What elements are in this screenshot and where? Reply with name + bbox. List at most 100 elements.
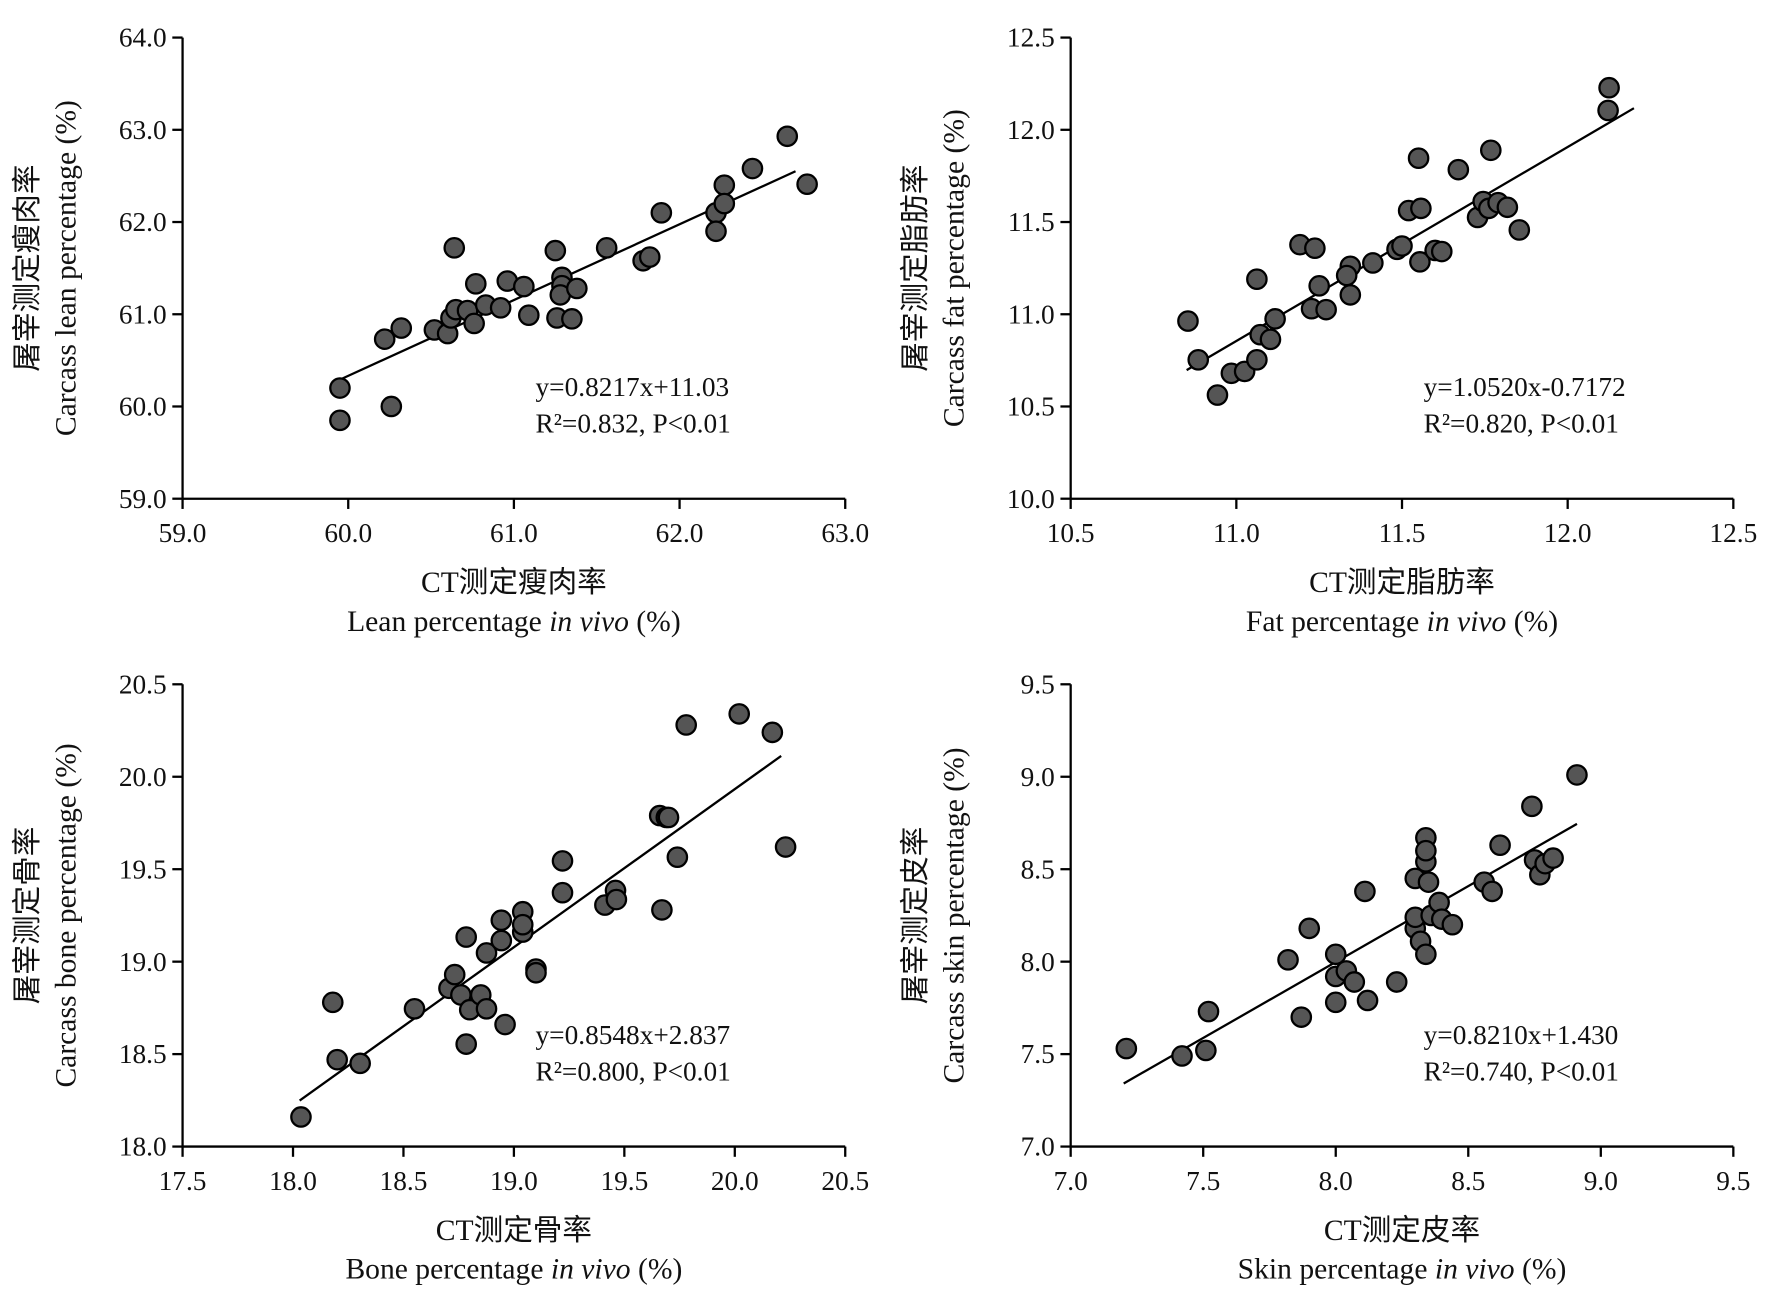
fit-line <box>1123 822 1578 1085</box>
x-axis-label: CT测定骨率 <box>436 1214 592 1247</box>
x-axis-label: Bone percentage in vivo (%) <box>345 1254 682 1286</box>
x-tick-label: 8.0 <box>1319 1166 1353 1196</box>
fit-line <box>298 755 782 1102</box>
annotation: y=0.8210x+1.430 <box>1424 1020 1619 1050</box>
point <box>1324 991 1347 1014</box>
point <box>713 192 736 215</box>
x-axis-label-part: Skin percentage <box>1238 1254 1435 1286</box>
x-axis-label-part: in vivo <box>1435 1254 1515 1286</box>
y-tick-label: 11.5 <box>1008 207 1055 237</box>
point <box>544 239 567 262</box>
point <box>403 997 426 1020</box>
y-tick-label: 64.0 <box>119 23 167 53</box>
x-axis-label-part: (%) <box>1515 1254 1567 1286</box>
x-tick-label: 18.0 <box>269 1166 317 1196</box>
x-tick-label: 7.0 <box>1054 1166 1088 1196</box>
y-tick-label: 8.0 <box>1021 947 1055 977</box>
x-tick-label: 63.0 <box>821 518 869 548</box>
x-axis-label-part: in vivo <box>549 606 629 638</box>
point <box>551 881 574 904</box>
point <box>605 888 628 911</box>
x-axis-label-part: (%) <box>1506 606 1558 638</box>
y-tick-label: 18.5 <box>119 1039 167 1069</box>
y-tick-label: 20.5 <box>119 669 167 699</box>
x-tick-label: 19.5 <box>600 1166 648 1196</box>
annotation: R²=0.820, P<0.01 <box>1424 409 1619 439</box>
y-axis-label: 屠宰测定皮率 <box>899 827 932 1005</box>
point <box>761 721 784 744</box>
x-tick-label: 11.5 <box>1379 518 1426 548</box>
x-tick-label: 61.0 <box>490 518 538 548</box>
point <box>1246 348 1268 371</box>
point <box>525 961 547 984</box>
point <box>1417 871 1440 893</box>
point <box>650 201 673 224</box>
y-tick-label: 11.0 <box>1008 299 1055 329</box>
annotation: R²=0.800, P<0.01 <box>536 1057 731 1087</box>
point <box>1315 298 1337 321</box>
y-tick-label: 7.5 <box>1021 1039 1055 1069</box>
point <box>796 173 818 196</box>
point <box>464 273 487 295</box>
point <box>443 963 466 986</box>
point <box>1415 943 1437 966</box>
x-axis-label: CT测定皮率 <box>1324 1214 1480 1247</box>
x-tick-label: 9.0 <box>1584 1166 1618 1196</box>
point <box>1354 880 1376 903</box>
x-axis-label: Lean percentage in vivo (%) <box>347 606 681 638</box>
point <box>443 237 466 259</box>
point <box>1264 308 1286 330</box>
point <box>1304 237 1326 260</box>
point <box>1324 943 1347 966</box>
y-tick-label: 10.5 <box>1007 392 1055 422</box>
x-tick-label: 62.0 <box>656 518 704 548</box>
x-tick-label: 10.5 <box>1047 518 1095 548</box>
point <box>1356 989 1379 1012</box>
point <box>728 703 751 725</box>
point <box>1197 1000 1220 1023</box>
point <box>1391 235 1413 257</box>
point <box>1597 99 1619 122</box>
point <box>675 714 698 736</box>
point <box>475 942 498 964</box>
x-axis-label-part: in vivo <box>551 1254 631 1286</box>
annotation: R²=0.740, P<0.01 <box>1424 1057 1619 1087</box>
point <box>290 1106 312 1128</box>
x-tick-label: 9.5 <box>1716 1166 1750 1196</box>
point <box>1598 76 1620 99</box>
x-tick-label: 20.5 <box>821 1166 869 1196</box>
point <box>1177 310 1199 332</box>
point <box>741 157 764 180</box>
point <box>1385 971 1408 993</box>
x-axis-label-part: Lean percentage <box>347 606 549 638</box>
y-tick-label: 60.0 <box>119 392 167 422</box>
point <box>390 317 413 339</box>
x-axis-label-part: in vivo <box>1427 606 1507 638</box>
x-tick-label: 17.5 <box>159 1166 207 1196</box>
point <box>463 312 485 335</box>
point <box>1343 971 1366 993</box>
point <box>1206 384 1229 406</box>
y-axis-label: 屠宰测定瘦肉率 <box>11 165 44 372</box>
point <box>561 308 583 330</box>
point <box>1410 197 1432 220</box>
y-tick-label: 59.0 <box>119 484 167 514</box>
x-tick-label: 8.5 <box>1451 1166 1485 1196</box>
x-tick-label: 7.5 <box>1186 1166 1220 1196</box>
point <box>329 377 351 399</box>
x-axis-label: Skin percentage in vivo (%) <box>1238 1254 1567 1286</box>
x-tick-label: 60.0 <box>324 518 372 548</box>
y-tick-label: 12.0 <box>1007 115 1055 145</box>
point <box>1441 913 1464 936</box>
point <box>511 913 534 936</box>
point <box>490 909 513 932</box>
point <box>455 926 478 948</box>
x-tick-label: 20.0 <box>711 1166 759 1196</box>
point <box>1407 147 1430 170</box>
point <box>1171 1045 1193 1067</box>
x-axis-label: CT测定脂肪率 <box>1309 566 1495 599</box>
point <box>1447 158 1470 181</box>
point <box>1115 1037 1138 1060</box>
point <box>1496 196 1519 219</box>
